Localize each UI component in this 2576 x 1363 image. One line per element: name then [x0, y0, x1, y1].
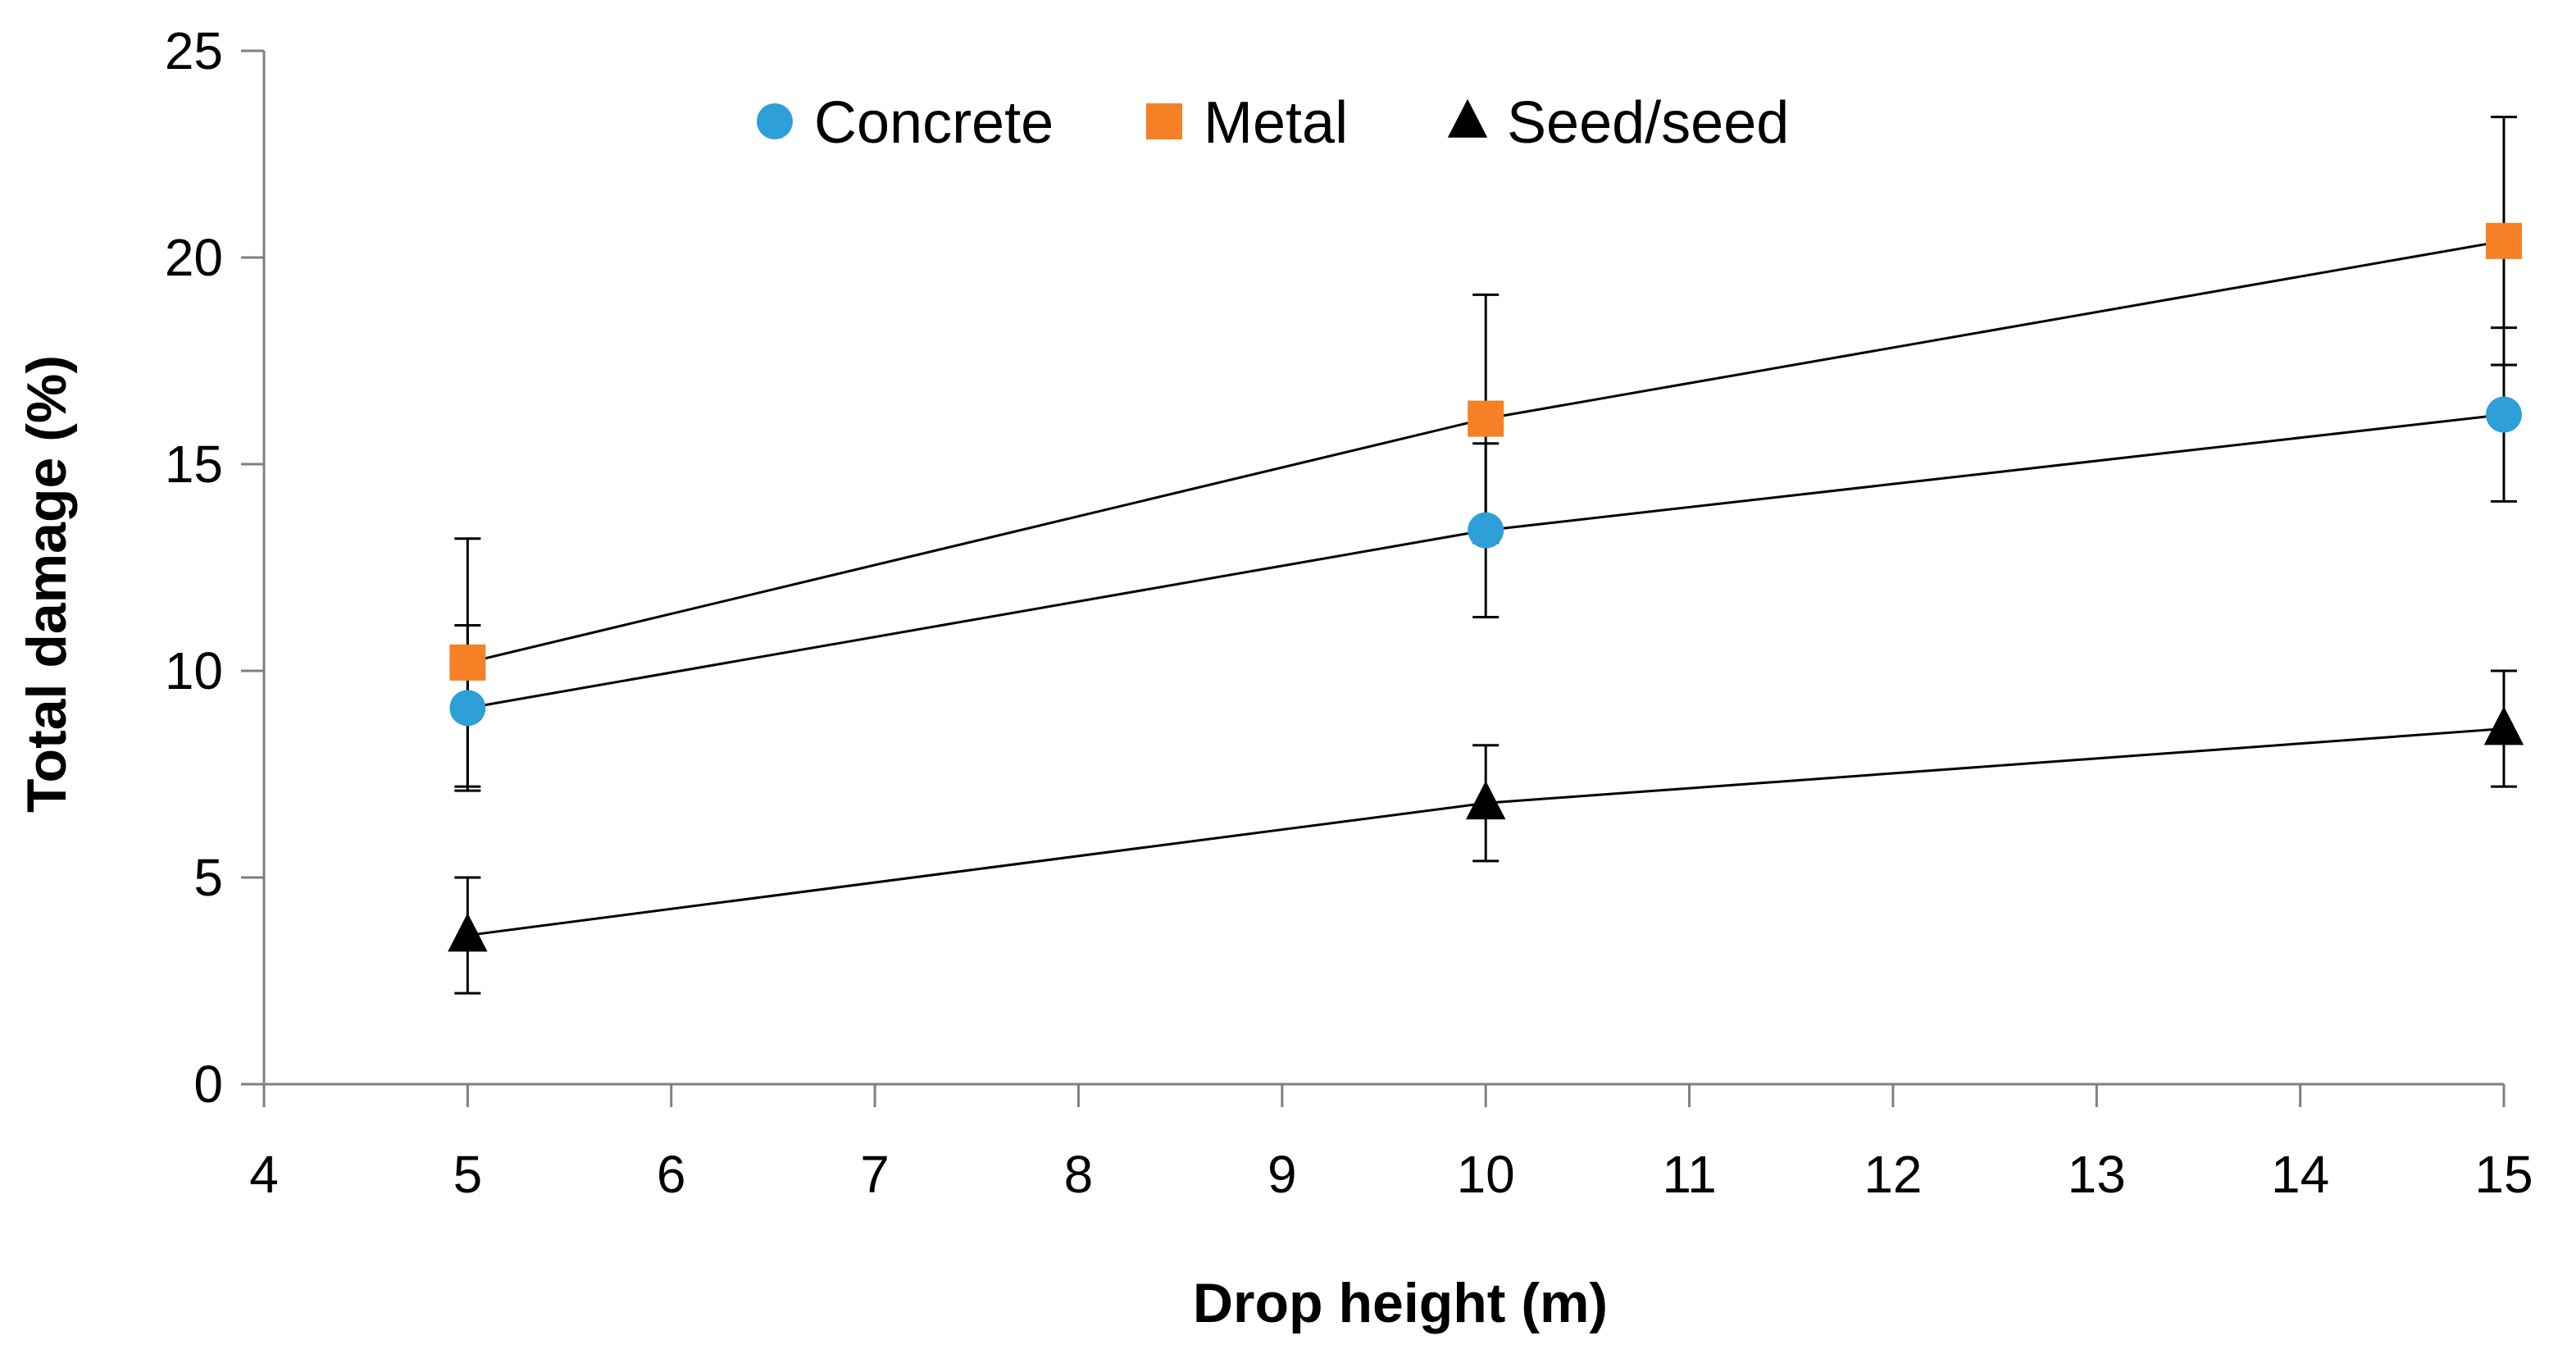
x-tick-label: 13 — [2068, 1145, 2126, 1204]
y-tick-label: 25 — [165, 21, 223, 80]
x-tick-label: 8 — [1064, 1145, 1094, 1204]
marker-metal — [2486, 222, 2522, 259]
legend: Concrete Metal Seed/seed — [757, 90, 1789, 156]
marker-concrete — [1468, 512, 1504, 549]
x-tick-label: 9 — [1268, 1145, 1297, 1204]
legend-label-seed-seed: Seed/seed — [1507, 90, 1789, 156]
marker-concrete — [449, 690, 486, 727]
marker-seed-seed — [1447, 98, 1488, 138]
x-tick-label: 12 — [1864, 1145, 1922, 1204]
marker-concrete — [757, 103, 793, 139]
x-tick-label: 15 — [2474, 1145, 2533, 1204]
y-tick-label: 10 — [165, 641, 223, 700]
data-markers — [448, 222, 2524, 952]
x-tick-label: 11 — [1662, 1145, 1716, 1204]
marker-seed-seed — [1465, 781, 1506, 820]
y-tick-label: 5 — [193, 848, 223, 907]
x-axis-title: Drop height (m) — [1193, 1272, 1608, 1334]
legend-label-metal: Metal — [1204, 90, 1348, 156]
x-tick-label: 4 — [249, 1145, 279, 1204]
marker-metal — [449, 644, 486, 681]
y-tick-label: 15 — [165, 435, 223, 494]
marker-metal — [1468, 400, 1504, 437]
x-tick-label: 10 — [1457, 1145, 1515, 1204]
marker-seed-seed — [2483, 706, 2524, 745]
x-tick-label: 5 — [453, 1145, 483, 1204]
x-tick-label: 6 — [657, 1145, 686, 1204]
legend-label-concrete: Concrete — [814, 90, 1054, 156]
marker-concrete — [2486, 396, 2522, 433]
marker-seed-seed — [448, 913, 488, 952]
y-axis-title: Total damage (%) — [16, 355, 78, 813]
y-tick-label: 0 — [193, 1055, 223, 1114]
y-tick-label: 20 — [165, 228, 223, 287]
axes: 0 5 10 15 20 25 4 5 6 7 8 9 10 11 12 13 14 15 — [165, 21, 2533, 1204]
marker-metal — [1146, 103, 1182, 139]
error-bars — [454, 116, 2517, 995]
x-tick-label: 7 — [860, 1145, 890, 1204]
x-tick-label: 14 — [2271, 1145, 2329, 1204]
